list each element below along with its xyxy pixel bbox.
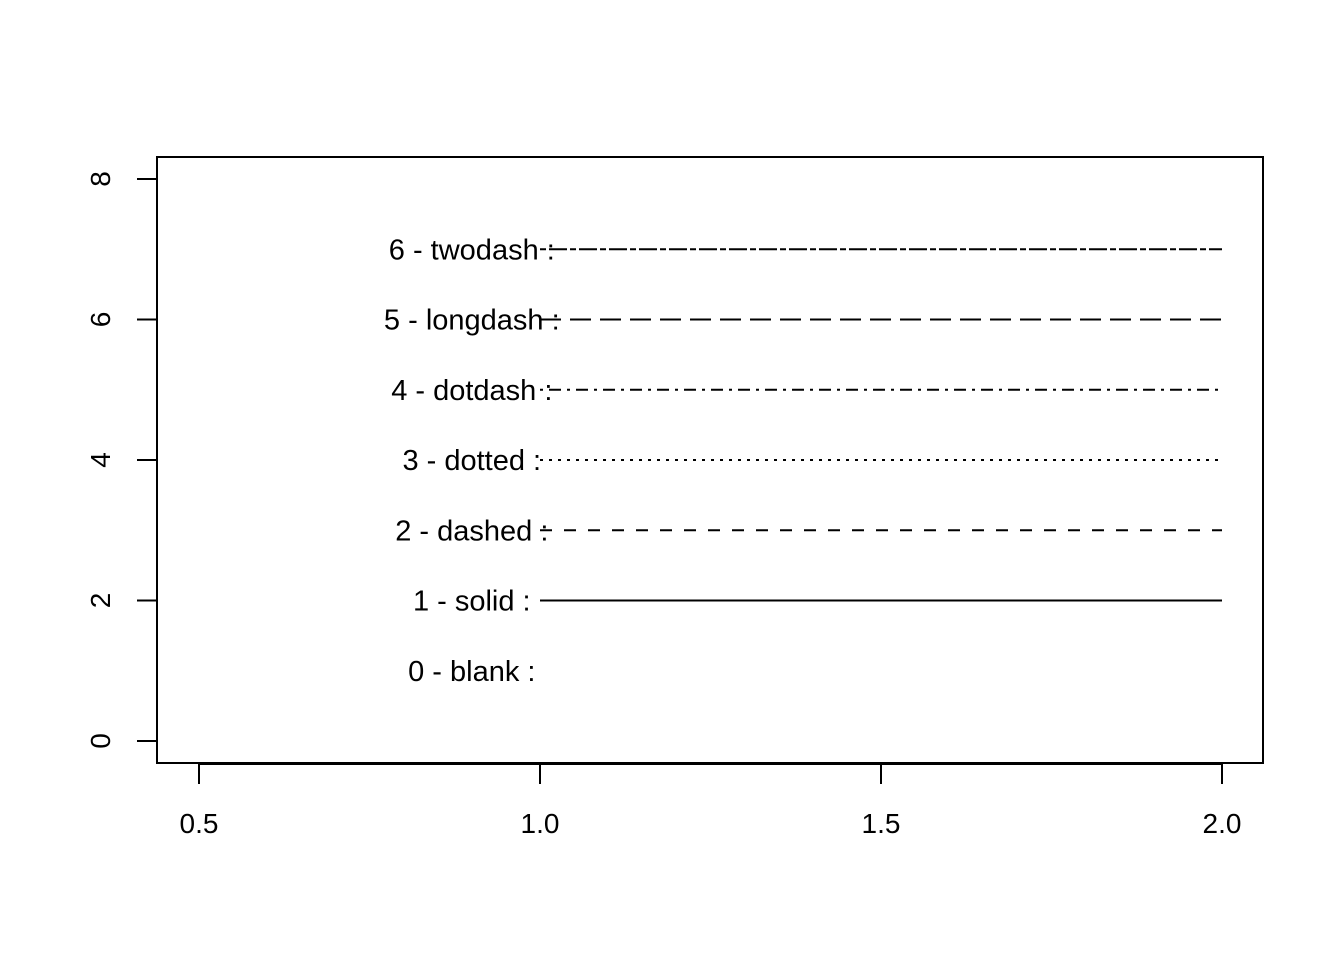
y-tick-label: 4 — [85, 452, 116, 468]
label-dotted: 3 - dotted : — [402, 445, 541, 477]
label-dashed: 2 - dashed : — [395, 515, 548, 547]
label-longdash: 5 - longdash : — [384, 305, 560, 337]
y-tick-label: 2 — [85, 593, 116, 609]
x-tick-label: 1.0 — [521, 808, 560, 839]
x-tick-label: 2.0 — [1203, 808, 1242, 839]
label-solid: 1 - solid : — [413, 586, 531, 618]
series-lines — [540, 248, 1222, 602]
y-axis: 0 2 4 6 8 — [85, 171, 158, 749]
series-labels: 0 - blank : 1 - solid : 2 - dashed : 3 - do… — [384, 234, 560, 688]
label-dotdash: 4 - dotdash : — [391, 375, 552, 407]
y-tick-label: 8 — [85, 171, 116, 187]
x-tick-label: 0.5 — [180, 808, 219, 839]
x-axis: 0.5 1.0 1.5 2.0 — [180, 763, 1242, 839]
y-tick-label: 6 — [85, 312, 116, 328]
label-blank: 0 - blank : — [408, 656, 535, 688]
label-twodash: 6 - twodash : — [389, 234, 555, 266]
y-tick-label: 0 — [85, 733, 116, 749]
x-tick-label: 1.5 — [862, 808, 901, 839]
